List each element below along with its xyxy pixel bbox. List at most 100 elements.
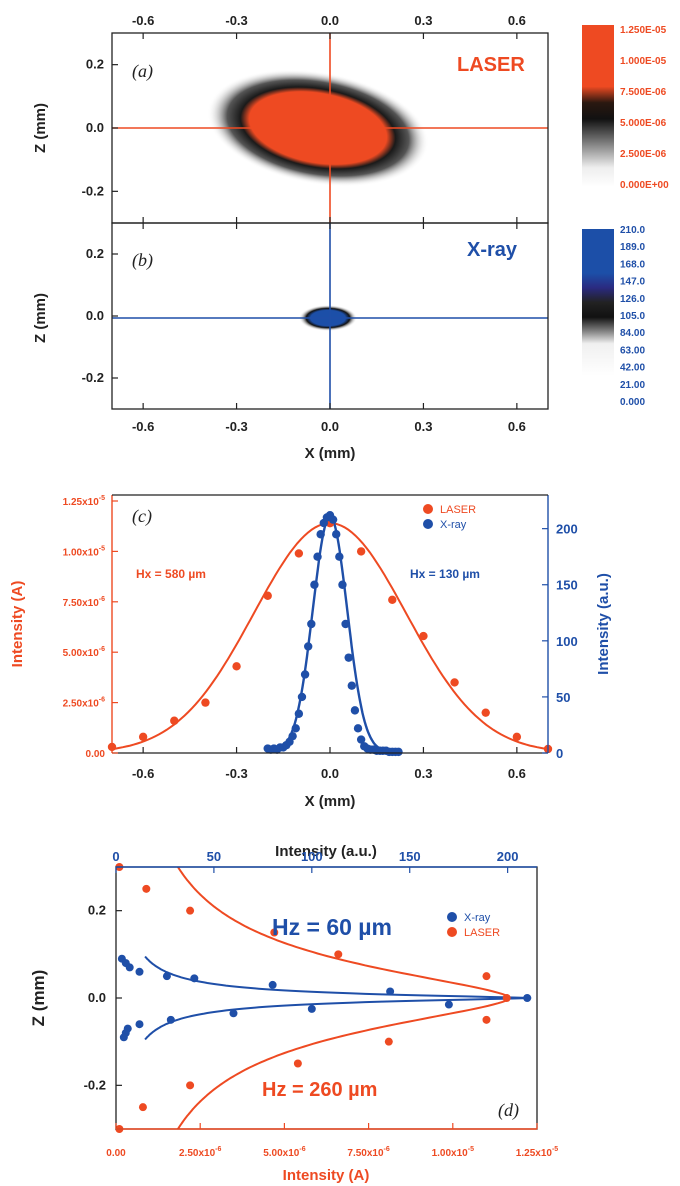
colorbar-laser-tick-label: 7.500E-06 [620,87,667,98]
x-axis-label-c: X (mm) [305,793,356,810]
x-tick-label-c: -0.6 [132,766,154,781]
y-tick-label-b: -0.2 [82,370,104,385]
data-point-laser-d [186,1081,195,1090]
legend-marker-laser-d [447,927,457,937]
data-point-xray-c [356,735,366,744]
colorbar-laser-tick-label: 1.000E-05 [620,56,667,67]
panel-a: (a) LASER Z (mm) 0.20.0-0.2-0.6 -0.3 0.0 0.… [32,13,549,224]
x-tick-label-bottom-d: 1.00x10-5 [432,1146,474,1159]
x-tick-label-b: 0.0 [321,419,339,434]
x-tick-label-top-a: 0.3 [414,13,432,28]
data-point-xray-c [341,619,350,629]
data-point-laser-c [356,547,366,556]
data-point-xray-d [125,963,134,972]
panel-label-b: (b) [132,250,153,271]
legend-label-xray-c: X-ray [440,519,467,531]
data-point-xray-c [304,642,313,651]
y-tick-label-right-c: 200 [556,522,578,537]
panel-label-d: (d) [498,1100,519,1121]
x-tick-label-c: 0.3 [414,766,432,781]
annotation-hz-xray: Hz = 60 µm [272,914,392,940]
data-point-xray-c [300,670,310,679]
colorbar-xray-labels: 210.0 189.0 168.0 147.0 126.0 105.0 84.00 63.00… [620,225,645,408]
data-point-laser-d [482,1015,491,1024]
data-point-xray-c [353,724,363,733]
y-tick-label-c: 7.50x10-6 [63,596,105,609]
colorbar-xray-bar [582,229,614,376]
data-point-laser-d [384,1037,393,1046]
data-point-xray-c [316,530,325,539]
colorbar-laser: 1.250E-05 1.000E-05 7.500E-06 5.000E-06 2.50… [582,25,669,191]
data-point-xray-d [135,967,144,976]
panel-d: (d) Hz = 60 µm Hz = 260 µm X-ray LASER I… [29,843,558,1184]
colorbar-xray-tick-label: 168.0 [620,259,645,270]
annotation-hx-laser: Hx = 580 µm [136,567,206,581]
colorbar-xray-tick-label: 63.00 [620,345,645,356]
data-point-laser-c [481,708,490,717]
data-point-xray-d [162,972,171,981]
x-tick-label-top-a: -0.3 [225,13,247,28]
y-tick-label-right-c: 0 [556,746,563,761]
colorbar-laser-tick-label: 2.500E-06 [620,149,667,160]
y-tick-label-d: 0.0 [88,990,106,1005]
data-points-c [107,510,553,757]
legend-label-laser-c: LASER [440,504,476,516]
colorbar-xray: 210.0 189.0 168.0 147.0 126.0 105.0 84.00 63.00… [582,225,645,408]
data-point-laser-c [512,732,522,742]
legend-marker-laser-c [423,504,433,514]
y-axis-label-right-c: Intensity (a.u.) [595,573,612,675]
y-tick-label-right-c: 150 [556,578,578,593]
colorbar-xray-tick-label: 105.0 [620,311,645,322]
data-point-laser-c [138,732,148,742]
x-tick-label-bottom-d: 0.00 [106,1148,126,1159]
annotation-hz-laser: Hz = 260 µm [262,1079,377,1101]
colorbar-xray-tick-label: 42.00 [620,363,645,374]
data-point-xray-c [307,619,316,629]
panel-b: (b) X-ray Z (mm) X (mm) 0.2 0.0 -0.2 -0.6 -0… [32,222,549,462]
x-tick-label-b: 0.6 [508,419,526,434]
y-tick-label-c: 5.00x10-6 [63,646,105,659]
x-axis-label-d: Intensity (A) [283,1167,370,1184]
data-point-laser-c [170,716,179,725]
x-tick-label-top-a: 0.0 [321,13,339,28]
colorbar-laser-labels: 1.250E-05 1.000E-05 7.500E-06 5.000E-06 2.50… [620,25,669,191]
colorbar-laser-tick-label: 0.000E+00 [620,180,669,191]
ticks-a: 0.2 0.0 -0.2 -0.6 -0.3 0.0 0.3 0.6 [82,13,526,223]
y-tick-label-right-c: 50 [556,690,570,705]
x-tick-label-c: 0.6 [508,766,526,781]
data-point-xray-d [307,1004,316,1013]
data-point-xray-d [444,1000,453,1009]
y-tick-label-c: 1.25x10-5 [63,495,105,508]
x-tick-label-bottom-d: 5.00x10-6 [263,1146,305,1159]
y-axis-label-d: Z (mm) [29,970,48,1027]
legend-marker-xray-d [447,912,457,922]
data-point-xray-c [344,653,353,662]
data-point-xray-c [350,706,360,715]
data-point-xray-d [386,987,395,996]
y-tick-label-c: 1.00x10-5 [63,545,105,558]
ticks-d: 0.2 0.0 -0.2 0 50 100 150 200 0.00 2.50x10-6 5.00x… [84,849,559,1159]
x-tick-label-bottom-d: 7.50x10-6 [347,1146,389,1159]
data-point-laser-c [419,631,428,641]
data-point-xray-d [119,1033,128,1042]
data-point-xray-d [523,994,532,1002]
data-point-xray-c [328,515,338,524]
y-tick-label-a: -0.2 [82,183,104,198]
panel-label-a: (a) [132,61,153,82]
colorbar-xray-tick-label: 21.00 [620,380,645,391]
legend-label-laser-d: LASER [464,927,500,939]
x-tick-label-bottom-d: 1.25x10-5 [516,1146,558,1159]
colorbar-xray-tick-label: 126.0 [620,294,645,305]
x-tick-label-top-a: 0.6 [508,13,526,28]
data-point-xray-c [394,747,403,757]
y-tick-label-right-c: 100 [556,634,578,649]
legend-d: X-ray LASER [447,912,500,939]
fit-curve-xray-d [144,955,532,1041]
x-tick-label-top-d: 200 [497,849,519,864]
colorbar-laser-tick-label: 1.250E-05 [620,25,667,36]
x-tick-label-top-d: 150 [399,849,421,864]
y-tick-label-c: 2.50x10-6 [63,697,105,710]
data-point-xray-c [313,552,322,561]
y-tick-label-b: 0.0 [86,308,104,323]
